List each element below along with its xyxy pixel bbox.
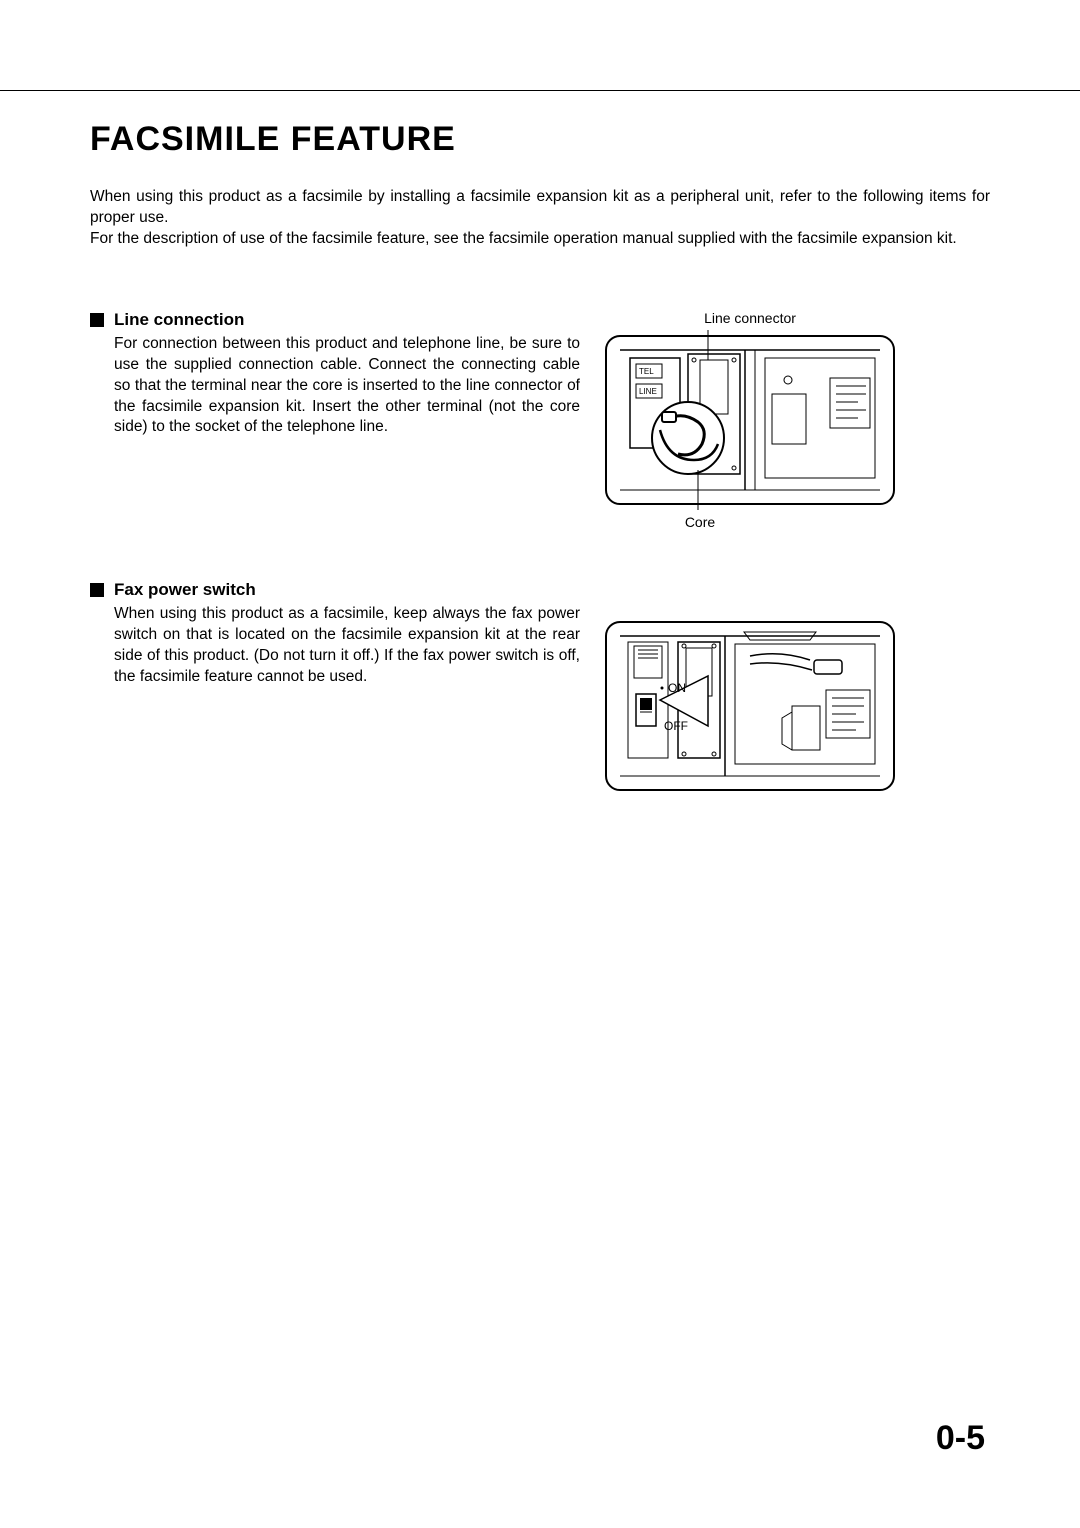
intro-paragraph-1: When using this product as a facsimile b… — [90, 187, 990, 229]
document-page: FACSIMILE FEATURE When using this produc… — [0, 0, 1080, 1528]
line-connector-label: Line connector — [600, 310, 900, 326]
line-port-label: LINE — [639, 387, 657, 396]
top-horizontal-rule — [0, 90, 1080, 91]
intro-paragraph-2: For the description of use of the facsim… — [90, 229, 990, 250]
core-label: Core — [500, 514, 900, 530]
switch-on-label: ON — [668, 681, 686, 695]
section-fax-power-switch: Fax power switch When using this product… — [90, 580, 990, 796]
line-connection-diagram: TEL LINE — [600, 330, 900, 510]
page-title: FACSIMILE FEATURE — [90, 120, 990, 159]
fax-power-heading: Fax power switch — [90, 580, 580, 600]
tel-port-label: TEL — [639, 367, 654, 376]
line-connection-body: For connection between this product and … — [90, 334, 580, 439]
section-line-connection: Line connection For connection between t… — [90, 310, 990, 530]
switch-off-label: OFF — [664, 719, 688, 733]
fax-power-figure: ON OFF — [600, 616, 900, 796]
line-connection-figure: Line connector TEL LINE — [600, 310, 900, 530]
section-line-connection-text: Line connection For connection between t… — [90, 310, 580, 439]
square-bullet-icon — [90, 583, 104, 597]
section-fax-power-text: Fax power switch When using this product… — [90, 580, 580, 688]
fax-power-diagram: ON OFF — [600, 616, 900, 796]
line-connection-heading-label: Line connection — [114, 310, 244, 330]
fax-power-heading-label: Fax power switch — [114, 580, 256, 600]
line-connection-heading: Line connection — [90, 310, 580, 330]
square-bullet-icon — [90, 313, 104, 327]
page-number: 0-5 — [936, 1419, 985, 1458]
fax-power-body: When using this product as a facsimile, … — [90, 604, 580, 688]
